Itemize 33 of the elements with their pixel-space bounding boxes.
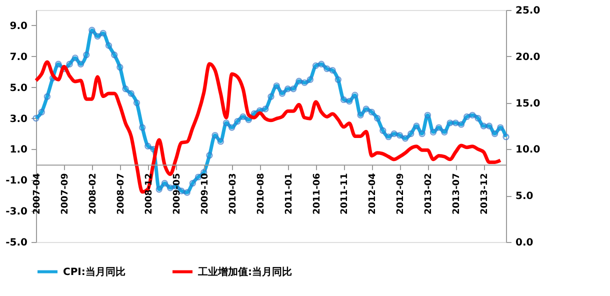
x-tick-label: 2008-02: [88, 173, 98, 214]
legend-label: CPI:当月同比: [63, 266, 126, 278]
x-tick-label: 2010-03: [228, 173, 238, 214]
x-tick-label: 2009-05: [172, 173, 182, 214]
x-tick-label: 2008-07: [116, 173, 126, 214]
x-tick-label: 2007-04: [32, 173, 42, 214]
x-tick-label: 2013-12: [480, 173, 490, 214]
x-tick-label: 2009-10: [200, 173, 210, 214]
y2-tick-label: 15.0: [516, 98, 540, 110]
y-tick-label: 3.0: [10, 114, 28, 125]
x-tick-label: 2013-02: [424, 173, 434, 214]
y-tick-label: -5.0: [6, 238, 28, 248]
y-tick-label: -1.0: [6, 176, 28, 187]
y-tick-label: 5.0: [10, 82, 28, 94]
legend-label: 工业增加值:当月同比: [197, 266, 292, 278]
y-tick-label: -3.0: [6, 206, 28, 218]
y2-tick-label: 0.0: [516, 238, 534, 248]
y2-tick-label: 5.0: [516, 191, 534, 202]
y2-tick-label: 20.0: [516, 52, 540, 63]
x-tick-label: 2011-01: [284, 173, 294, 214]
y-tick-label: 1.0: [10, 144, 28, 156]
x-tick-label: 2012-04: [368, 173, 378, 214]
x-tick-label: 2013-07: [452, 173, 462, 214]
x-tick-label: 2008-12: [144, 173, 154, 214]
y-tick-label: 7.0: [10, 52, 28, 63]
x-tick-label: 2011-06: [312, 173, 322, 214]
x-tick-label: 2010-08: [256, 173, 266, 214]
y-tick-label: 9.0: [10, 20, 28, 32]
x-tick-label: 2007-09: [60, 173, 70, 214]
x-tick-label: 2012-09: [396, 173, 406, 214]
y2-tick-label: 25.0: [516, 6, 540, 16]
x-tick-label: 2011-11: [340, 173, 350, 214]
y2-tick-label: 10.0: [516, 144, 540, 156]
